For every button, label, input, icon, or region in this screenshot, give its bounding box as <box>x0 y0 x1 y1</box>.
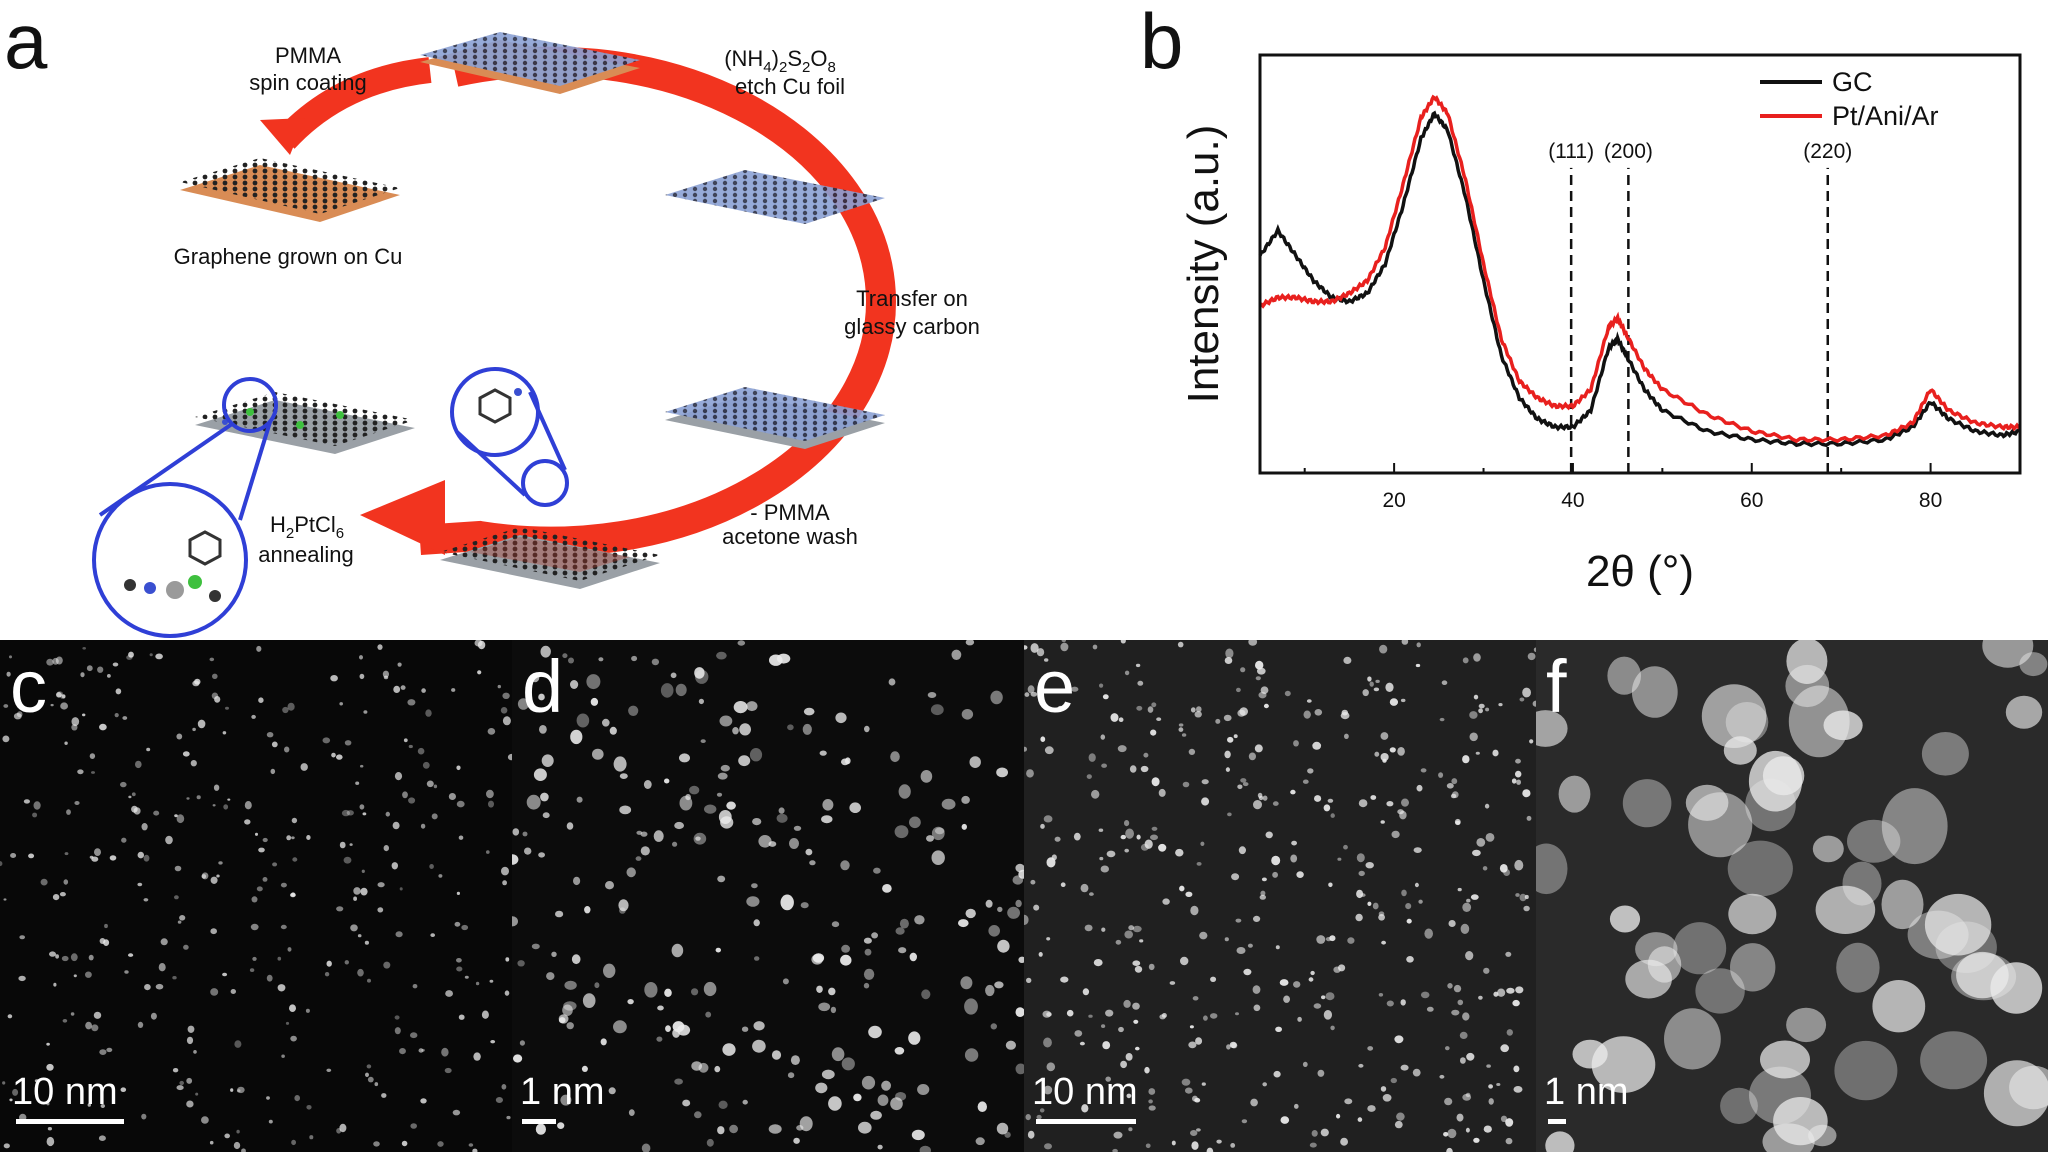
schematic-svg: a <box>4 0 980 638</box>
x-tick-label: 60 <box>1740 489 1763 512</box>
x-axis-label: 2θ (°) <box>1586 547 1694 596</box>
label-etch-cu: etch Cu foil <box>735 74 845 99</box>
transferred-graphene-sheet <box>665 387 885 449</box>
micrograph-d-image <box>512 640 1024 1152</box>
xrd-chart-svg: b Intensity (a.u.) 2θ (°) GC Pt/Ani/Ar 20… <box>1140 0 2022 596</box>
pmma-coated-sheet <box>420 32 640 94</box>
panel-letter-e: e <box>1034 645 1076 728</box>
panel-letter-a: a <box>4 0 48 85</box>
panel-letter-b: b <box>1140 0 1183 85</box>
reference-line-label: (200) <box>1604 140 1653 163</box>
plot-area <box>1258 94 2021 473</box>
x-tick-label: 40 <box>1561 489 1584 512</box>
cycle-arrowhead-left <box>260 118 305 155</box>
micrograph-c: c 10 nm <box>0 640 512 1152</box>
chart-legend: GC Pt/Ani/Ar <box>1760 67 1939 131</box>
scale-bar-e <box>1036 1119 1136 1124</box>
cycle-arrowhead <box>360 480 445 555</box>
micrograph-f-image <box>1536 640 2048 1152</box>
micrograph-c-image <box>0 640 512 1152</box>
label-glassy-carbon: glassy carbon <box>844 314 980 339</box>
graphene-on-cu-sheet <box>180 158 400 222</box>
label-pmma-removal: - PMMA <box>750 500 830 525</box>
scale-bar-label-c: 10 nm <box>12 1071 118 1113</box>
panel-b-xrd-chart: b Intensity (a.u.) 2θ (°) GC Pt/Ani/Ar 20… <box>1140 0 2048 640</box>
scale-bar-d <box>522 1119 556 1124</box>
panel-letter-c: c <box>10 645 47 728</box>
micrograph-e-image <box>1024 640 1536 1152</box>
label-pmma: PMMA <box>275 43 341 68</box>
floating-graphene-sheet <box>665 170 885 224</box>
y-axis-label: Intensity (a.u.) <box>1179 125 1228 404</box>
scale-bar-f <box>1548 1119 1566 1124</box>
label-acetone-wash: acetone wash <box>722 524 858 549</box>
x-tick-label: 20 <box>1382 489 1405 512</box>
panel-letter-d: d <box>522 645 564 728</box>
x-tick-label: 80 <box>1919 489 1942 512</box>
micrograph-e: e 10 nm <box>1024 640 1536 1152</box>
micrograph-f: f 1 nm <box>1536 640 2048 1152</box>
washed-graphene-sheet <box>440 527 660 589</box>
label-etchant: (NH4)2S2O8 <box>724 46 836 76</box>
process-cycle-arrow <box>419 46 896 557</box>
label-graphene-on-cu: Graphene grown on Cu <box>174 244 403 269</box>
micrograph-row: c 10 nm d 1 nm e 10 nm f 1 nm <box>0 640 2048 1152</box>
series-line-gc <box>1258 110 2021 448</box>
aniline-molecule-magnifier <box>450 367 569 507</box>
micrograph-d: d 1 nm <box>512 640 1024 1152</box>
scale-bar-c <box>16 1119 124 1124</box>
scale-bar-label-e: 10 nm <box>1032 1071 1138 1113</box>
label-precursor: H2PtCl6 <box>270 512 344 542</box>
reference-line-label: (111) <box>1548 140 1594 163</box>
legend-label: Pt/Ani/Ar <box>1832 101 1939 131</box>
scale-bar-label-f: 1 nm <box>1544 1071 1629 1113</box>
panel-letter-f: f <box>1546 645 1567 728</box>
pt-site-molecule-icon <box>124 530 222 602</box>
reference-line-label: (220) <box>1803 140 1852 163</box>
label-transfer: Transfer on <box>856 286 968 311</box>
label-annealing: annealing <box>258 542 353 567</box>
plot-frame <box>1258 53 2022 475</box>
legend-label: GC <box>1832 67 1873 97</box>
scale-bar-label-d: 1 nm <box>520 1071 605 1113</box>
pt-site-magnifier <box>92 377 278 638</box>
aniline-molecule-icon <box>478 388 522 424</box>
pt-annealed-sheet <box>195 392 415 454</box>
series-line-pt-ani-ar <box>1260 94 2021 444</box>
label-spin-coating: spin coating <box>249 70 366 95</box>
panel-a-schematic: a <box>0 0 1140 640</box>
